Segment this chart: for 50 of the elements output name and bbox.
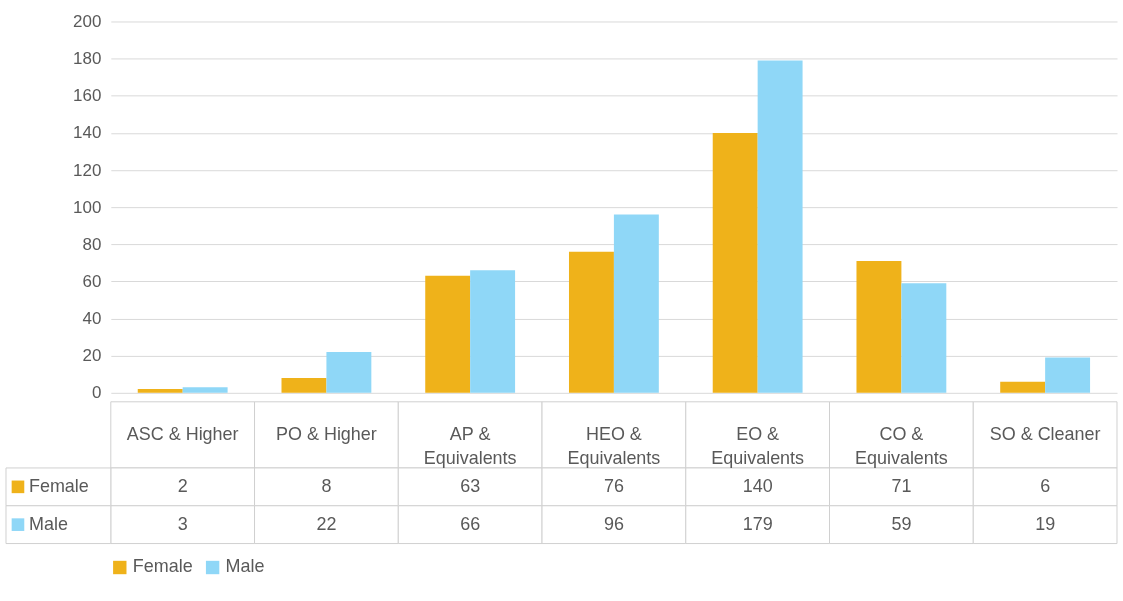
legend-label: Female xyxy=(28,475,89,496)
x-tick-label: EO & Equivalents xyxy=(711,423,805,468)
y-tick-label: 100 xyxy=(73,197,102,217)
text: Male xyxy=(28,513,68,534)
data-label: 140 xyxy=(742,475,773,496)
y-tick-label: 140 xyxy=(73,123,102,143)
y-tick-label: 40 xyxy=(82,309,102,329)
data-label: 76 xyxy=(603,475,624,496)
bar xyxy=(568,251,614,393)
x-tick-label: ASC & Higher xyxy=(126,423,239,444)
bar xyxy=(425,275,471,393)
data-label: 19 xyxy=(1035,513,1056,534)
bar xyxy=(712,132,758,393)
bar xyxy=(182,387,228,393)
data-label: 179 xyxy=(742,513,773,534)
data-label: 8 xyxy=(321,475,332,496)
legend-label: Male xyxy=(225,556,265,577)
bar xyxy=(901,283,947,393)
data-label: 59 xyxy=(891,513,912,534)
data-label: 71 xyxy=(891,475,912,496)
y-tick-label: 80 xyxy=(82,234,102,254)
bar xyxy=(1045,357,1091,393)
data-label: 96 xyxy=(603,513,624,534)
y-tick-label: 120 xyxy=(73,160,102,180)
data-label: 66 xyxy=(460,513,481,534)
y-tick-label: 60 xyxy=(82,271,102,291)
data-label: 3 xyxy=(177,513,188,534)
bar xyxy=(137,389,183,393)
text: Female xyxy=(132,556,193,577)
bar xyxy=(281,377,327,393)
bar xyxy=(613,214,659,393)
bar xyxy=(856,260,902,393)
x-tick-label: AP & Equivalents xyxy=(423,423,517,468)
y-tick-label: 160 xyxy=(73,86,102,106)
x-tick-label: CO & Equivalents xyxy=(854,423,948,468)
data-label: 2 xyxy=(177,475,188,496)
y-tick-label: 0 xyxy=(91,383,102,403)
bar xyxy=(757,60,803,393)
bar xyxy=(326,351,372,393)
y-tick-label: 200 xyxy=(73,11,102,31)
x-tick-label: HEO & Equivalents xyxy=(567,423,661,468)
data-label: 63 xyxy=(460,475,481,496)
y-tick-label: 180 xyxy=(73,49,102,69)
x-tick-label: PO & Higher xyxy=(276,423,377,444)
bar xyxy=(1000,381,1046,393)
data-label: 6 xyxy=(1040,475,1051,496)
y-tick-label: 20 xyxy=(82,346,102,366)
x-tick-label: SO & Cleaner xyxy=(989,423,1101,444)
bar xyxy=(470,270,516,393)
data-label: 22 xyxy=(316,513,337,534)
